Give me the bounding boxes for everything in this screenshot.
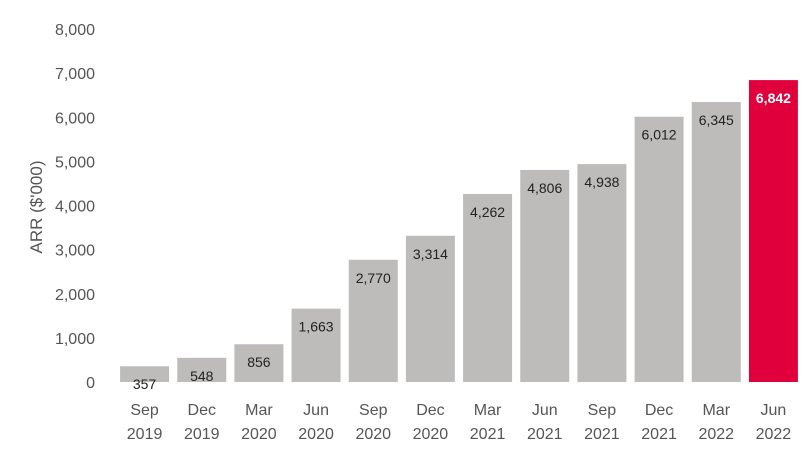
x-tick-label-month: Sep [588, 402, 617, 419]
x-tick-label-year: 2021 [470, 426, 506, 443]
bar-value-label: 4,806 [527, 180, 562, 196]
x-tick-label-month: Jun [303, 402, 329, 419]
bar [234, 344, 284, 382]
bar [348, 259, 398, 382]
x-tick-label-year: 2021 [584, 426, 620, 443]
bar [291, 308, 341, 382]
bar [405, 235, 455, 382]
bar-highlight [748, 80, 798, 383]
bar [120, 366, 170, 382]
bar [691, 102, 741, 382]
y-tick-label: 4,000 [55, 199, 95, 216]
x-tick-label-month: Mar [474, 402, 502, 419]
x-tick-label-year: 2020 [355, 426, 391, 443]
x-tick-label-month: Sep [130, 402, 159, 419]
bar-value-label: 4,938 [584, 174, 619, 190]
x-tick-label-year: 2020 [298, 426, 334, 443]
bar-value-label: 6,842 [756, 90, 791, 106]
bars [120, 80, 798, 383]
x-tick-label-month: Sep [359, 402, 388, 419]
bar [463, 193, 513, 382]
bar-value-label: 2,770 [356, 270, 391, 286]
x-tick-label-year: 2020 [413, 426, 449, 443]
x-tick-label-year: 2020 [241, 426, 277, 443]
bar-value-label: 6,012 [642, 127, 677, 143]
y-tick-label: 0 [86, 375, 95, 392]
bar-value-label: 4,262 [470, 204, 505, 220]
x-tick-label-month: Dec [645, 402, 673, 419]
bar [577, 164, 627, 382]
x-tick-label-month: Dec [416, 402, 444, 419]
y-tick-label: 8,000 [55, 22, 95, 39]
y-tick-label: 6,000 [55, 110, 95, 127]
y-tick-label: 3,000 [55, 243, 95, 260]
y-axis-label: ARR ($'000) [27, 160, 46, 253]
y-tick-label: 5,000 [55, 154, 95, 171]
x-tick-label-year: 2021 [527, 426, 563, 443]
x-tick-label-year: 2019 [127, 426, 163, 443]
bar-value-label: 6,345 [699, 112, 734, 128]
bar-value-label: 3,314 [413, 246, 448, 262]
x-tick-label-year: 2019 [184, 426, 220, 443]
x-tick-label-month: Mar [245, 402, 273, 419]
x-tick-label-month: Jun [761, 402, 787, 419]
x-tick-label-year: 2022 [698, 426, 734, 443]
x-tick-label-month: Jun [532, 402, 558, 419]
y-tick-label: 2,000 [55, 287, 95, 304]
y-axis-ticks: 0 1,000 2,000 3,000 4,000 5,000 6,000 7,000 8,00… [55, 22, 95, 392]
bar [634, 116, 684, 383]
bar [520, 169, 570, 382]
y-tick-label: 7,000 [55, 66, 95, 83]
bar [177, 357, 227, 382]
y-tick-label: 1,000 [55, 331, 95, 348]
x-tick-label-year: 2022 [756, 426, 792, 443]
bar-value-label: 357 [133, 376, 157, 392]
bar-value-label: 856 [247, 354, 271, 370]
x-tick-label-year: 2021 [641, 426, 677, 443]
bar-value-label: 1,663 [299, 319, 334, 335]
bar-value-labels: 357 548 856 1,663 2,770 3,314 4,262 4,806 4,938 6… [133, 90, 791, 392]
x-tick-label-month: Mar [702, 402, 730, 419]
x-tick-label-month: Dec [188, 402, 216, 419]
x-axis-ticks: Sep 2019 Dec 2019 Mar 2020 Jun 2020 Sep 2020 Dec 20… [127, 402, 792, 443]
bar-value-label: 548 [190, 368, 214, 384]
